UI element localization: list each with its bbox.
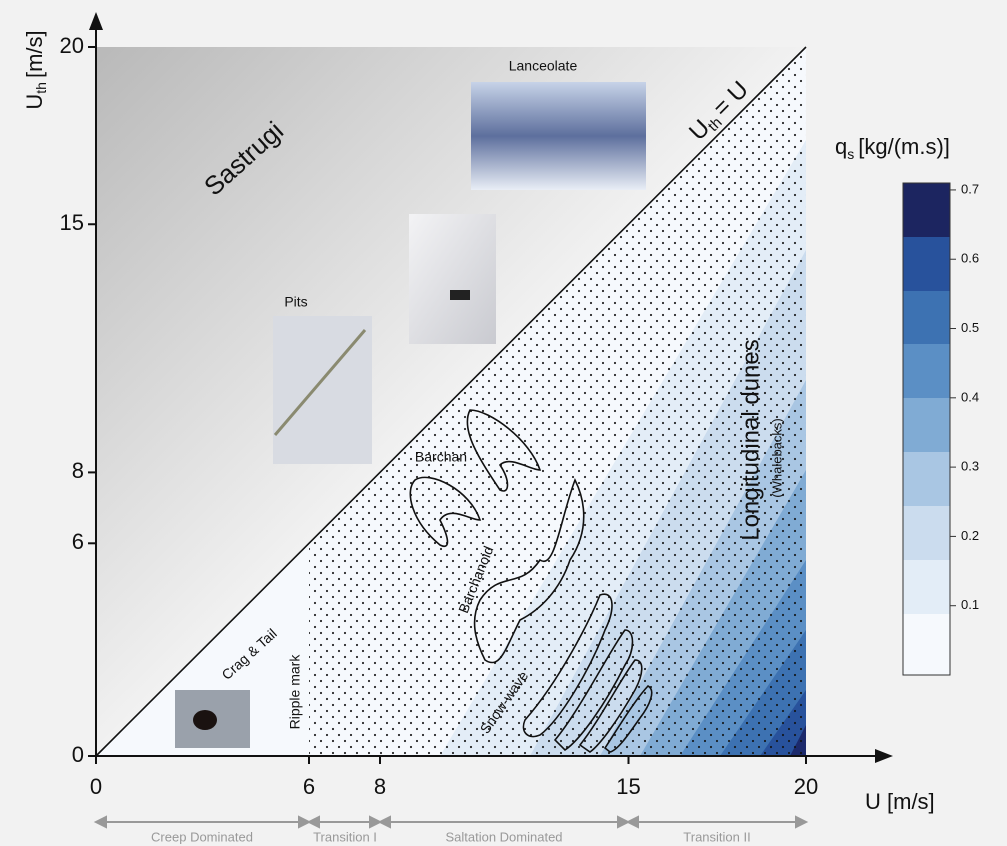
regime-label: Saltation Dominated [445, 829, 562, 844]
y-arrow [89, 12, 103, 30]
y-tick-label: 20 [60, 33, 84, 58]
y-tick-label: 0 [72, 742, 84, 767]
colorbar-tick-label: 0.3 [961, 459, 979, 474]
x-arrow [875, 749, 893, 763]
region-label: (Whalebacks) [769, 418, 784, 497]
colorbar-tick-label: 0.5 [961, 320, 979, 335]
colorbar-tick-label: 0.6 [961, 251, 979, 266]
x-tick-label: 0 [90, 774, 102, 799]
y-tick-label: 15 [60, 210, 84, 235]
photo-sastrugi [409, 214, 496, 344]
region-label: Longitudinal dunes [737, 339, 764, 541]
y-axis-label: Uth[m/s] [22, 30, 49, 109]
barchanoid-sketch [473, 477, 585, 664]
y-tick-label: 6 [72, 529, 84, 554]
barchan-sketch [466, 409, 542, 492]
x-tick-label: 8 [374, 774, 386, 799]
regime-label: Transition I [313, 829, 377, 844]
photo-rock [193, 710, 217, 730]
threshold-line [95, 46, 807, 757]
regime-label: Creep Dominated [151, 829, 253, 844]
x-tick-label: 20 [794, 774, 818, 799]
region-label: Lanceolate [509, 58, 578, 74]
regime-arrows [93, 815, 809, 829]
colorbar-tick-label: 0.4 [961, 389, 979, 404]
colorbar [902, 182, 951, 676]
colorbar-tick-label: 0.2 [961, 528, 979, 543]
snow-wave-sketch [603, 685, 653, 753]
snow-wave-sketch [553, 629, 634, 752]
regime-label: Transition II [683, 829, 750, 844]
photo-object [450, 290, 470, 300]
snow-wave-sketch [522, 593, 613, 738]
x-tick-label: 15 [616, 774, 640, 799]
colorbar-tick-label: 0.1 [961, 597, 979, 612]
photo-lanceolate [471, 82, 646, 190]
snow-wave-sketch [578, 659, 643, 753]
colorbar-tick-label: 0.7 [961, 181, 979, 196]
x-tick-label: 6 [303, 774, 315, 799]
barchan-sketch [409, 476, 482, 547]
y-tick-label: 8 [72, 458, 84, 483]
photo-pole [273, 329, 367, 436]
region-label: Ripple mark [287, 654, 303, 730]
region-label: Pits [284, 294, 307, 310]
x-axis-label: U [m/s] [865, 789, 935, 814]
region-label: Barchan [415, 449, 467, 465]
colorbar-title: qs [kg/(m.s)] [835, 134, 950, 162]
